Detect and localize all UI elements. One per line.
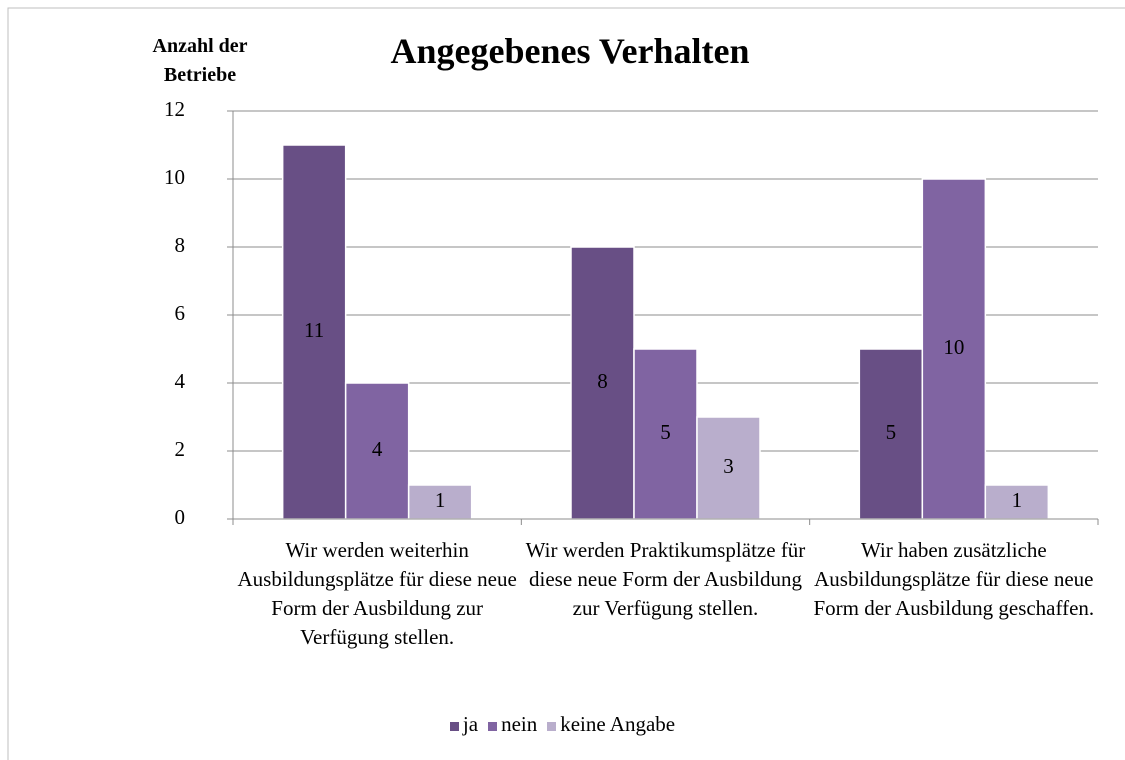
bar xyxy=(407,484,473,520)
y-tick-label: 0 xyxy=(175,505,186,529)
x-tick-label: Wir werden weiterhin Ausbildungsplätze f… xyxy=(237,538,517,649)
data-label: 3 xyxy=(723,454,734,478)
legend-swatch xyxy=(449,721,459,731)
bar xyxy=(696,416,761,520)
data-label: 5 xyxy=(660,420,671,444)
bar xyxy=(984,484,1050,520)
data-label: 1 xyxy=(1012,488,1023,512)
y-tick-label: 10 xyxy=(164,165,185,189)
legend-item: nein xyxy=(488,712,537,736)
data-label: 5 xyxy=(886,420,897,444)
data-label: 1 xyxy=(435,488,446,512)
legend-label: nein xyxy=(501,712,538,736)
legend-item: keine Angabe xyxy=(547,712,675,736)
y-tick-label: 12 xyxy=(164,97,185,121)
bar xyxy=(281,144,347,520)
bar xyxy=(344,382,410,520)
chart-title: Angegebenes Verhalten xyxy=(390,31,750,71)
legend-label: keine Angabe xyxy=(560,712,676,736)
legend-swatch xyxy=(488,721,498,731)
y-tick-label: 2 xyxy=(175,437,186,461)
y-tick-label: 6 xyxy=(175,301,186,325)
legend-item: ja xyxy=(449,712,479,736)
x-tick-label: Wir werden Praktikumsplätze für diese ne… xyxy=(525,538,806,620)
y-tick-label: 8 xyxy=(175,233,186,257)
data-label: 4 xyxy=(372,437,383,461)
bar xyxy=(858,348,924,520)
data-label: 8 xyxy=(597,369,608,393)
legend: ja nein keine Angabe xyxy=(0,712,1125,737)
legend-swatch xyxy=(547,721,557,731)
x-tick-label: Wir haben zusätzliche Ausbildungsplätze … xyxy=(813,538,1095,620)
data-label: 11 xyxy=(304,318,324,342)
bar xyxy=(633,348,698,520)
data-label: 10 xyxy=(943,335,964,359)
chart-border xyxy=(7,7,1125,760)
y-axis-label: Anzahl der Betriebe xyxy=(152,35,248,86)
legend-label: ja xyxy=(462,712,479,736)
bar xyxy=(921,178,987,520)
bar xyxy=(570,246,635,520)
y-tick-label: 4 xyxy=(175,369,186,393)
